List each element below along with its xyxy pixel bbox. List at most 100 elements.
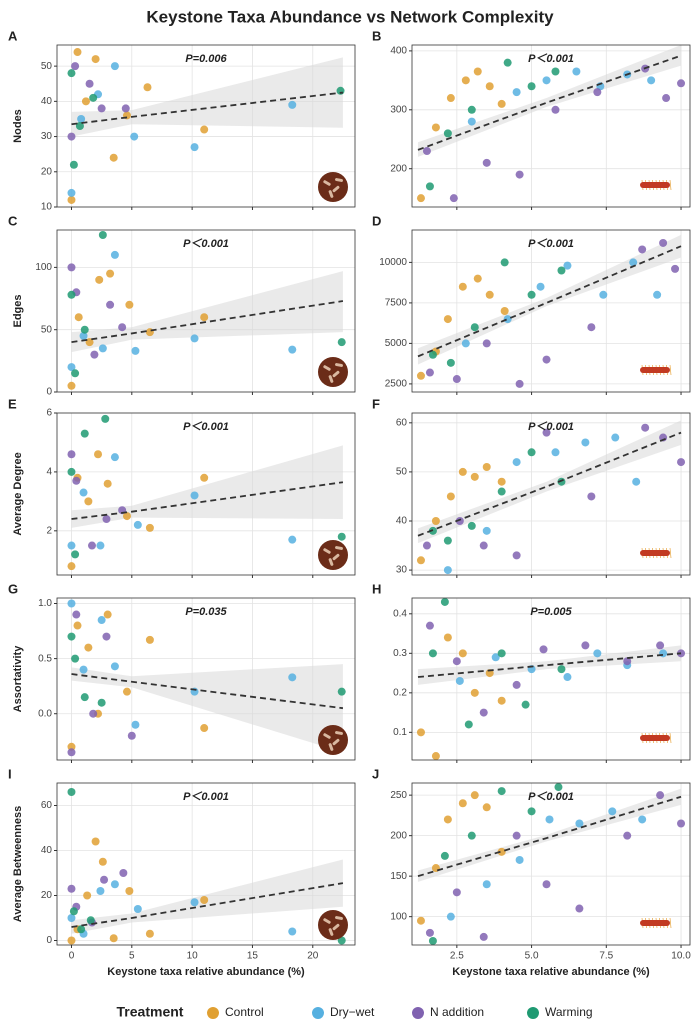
y-tick-label: 40: [41, 845, 53, 856]
data-point: [629, 258, 638, 267]
data-point: [190, 898, 199, 907]
legend-swatch: [527, 1007, 539, 1019]
fit-line: [71, 882, 344, 928]
data-point: [491, 653, 500, 662]
data-point: [443, 536, 452, 545]
data-point: [479, 932, 488, 941]
data-point: [103, 610, 112, 619]
plot-border: [411, 229, 691, 393]
data-point: [461, 339, 470, 348]
data-point: [500, 258, 509, 267]
y-tick-label: 10000: [379, 257, 407, 268]
data-point: [638, 245, 647, 254]
data-point: [425, 368, 434, 377]
panel: 200 300 400 B P＜0.001: [372, 28, 691, 210]
panel: 0 20 40 60 0 5 10 15 20 I P＜0.001 Average Betweenne…: [8, 766, 356, 978]
data-point: [110, 250, 119, 259]
data-point: [470, 472, 479, 481]
y-tick-label: 0.5: [38, 653, 52, 664]
data-point: [608, 807, 617, 816]
icon: [328, 375, 334, 383]
plot-border: [56, 412, 356, 576]
data-point: [443, 815, 452, 824]
data-point: [575, 904, 584, 913]
data-point: [416, 371, 425, 380]
icon: [335, 178, 343, 182]
x-tick-label: 5: [129, 951, 135, 962]
y-tick-label: 6: [46, 408, 52, 419]
y-axis-title: Nodes: [12, 109, 24, 143]
figure-title: Keystone Taxa Abundance vs Network Compl…: [146, 7, 554, 26]
data-point: [77, 925, 86, 934]
data-point: [482, 803, 491, 812]
data-point: [190, 491, 199, 500]
data-point: [497, 787, 506, 796]
data-point: [428, 350, 437, 359]
data-point: [458, 649, 467, 658]
data-point: [467, 105, 476, 114]
data-point: [96, 541, 105, 550]
data-point: [200, 473, 209, 482]
data-point: [102, 515, 111, 524]
data-point: [67, 562, 76, 571]
data-point: [527, 448, 536, 457]
data-point: [656, 791, 665, 800]
data-point: [416, 728, 425, 737]
plot-border: [411, 597, 691, 761]
icon: [318, 910, 348, 940]
confidence-band: [417, 234, 682, 365]
data-point: [67, 263, 76, 272]
data-point: [133, 905, 142, 913]
data-point: [470, 791, 479, 800]
data-point: [122, 687, 131, 696]
data-point: [458, 467, 467, 476]
data-point: [131, 346, 140, 355]
x-tick-label: 10.0: [671, 951, 691, 962]
x-tick-label: 20: [307, 951, 319, 962]
y-tick-label: 20: [41, 890, 53, 901]
data-point: [425, 928, 434, 937]
y-tick-label: 400: [390, 46, 407, 57]
p-value: P＜0.001: [528, 238, 574, 250]
plot-border: [411, 412, 691, 576]
data-point: [677, 79, 686, 88]
p-value: P＜0.001: [183, 791, 229, 803]
data-point: [455, 517, 464, 525]
y-tick-label: 20: [41, 166, 53, 177]
data-point: [67, 450, 76, 459]
data-point: [512, 680, 521, 689]
data-point: [67, 188, 76, 197]
data-point: [67, 290, 76, 299]
data-point: [71, 62, 80, 71]
icon: [335, 363, 343, 367]
y-tick-label: 50: [41, 324, 53, 335]
data-point: [482, 526, 491, 535]
y-tick-label: 0.4: [393, 608, 407, 619]
panel-label: F: [372, 396, 380, 411]
data-point: [200, 313, 209, 322]
data-point: [443, 633, 452, 642]
data-point: [446, 912, 455, 921]
legend-label: N addition: [430, 1005, 484, 1019]
data-point: [563, 261, 572, 270]
data-point: [473, 274, 482, 283]
data-point: [67, 195, 76, 204]
data-point: [288, 927, 297, 936]
data-point: [67, 884, 76, 893]
y-tick-label: 1.0: [38, 598, 52, 609]
data-point: [497, 487, 506, 496]
data-point: [662, 94, 671, 103]
data-point: [500, 307, 509, 315]
data-point: [101, 414, 110, 423]
data-point: [67, 132, 76, 141]
data-point: [118, 323, 127, 332]
data-point: [79, 488, 88, 497]
data-point: [143, 83, 152, 92]
data-point: [482, 880, 491, 889]
data-point: [95, 275, 104, 284]
confidence-band: [71, 859, 343, 934]
data-point: [647, 76, 656, 85]
data-point: [497, 477, 506, 486]
data-point: [479, 708, 488, 717]
